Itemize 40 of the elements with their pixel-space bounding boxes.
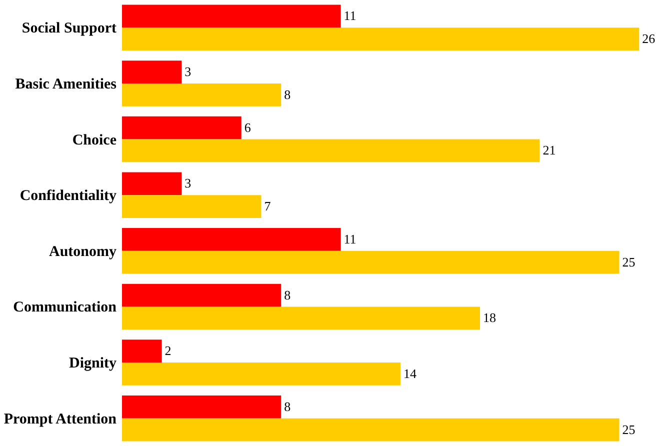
bar [122, 172, 182, 196]
data-label: 21 [542, 142, 556, 158]
y-tick-label: Dignity [68, 356, 117, 372]
data-label: 26 [642, 31, 656, 46]
y-tick-label: Basic Amenities [15, 76, 117, 92]
data-label: 11 [344, 231, 356, 246]
data-label: 8 [284, 86, 291, 102]
data-label: 25 [622, 254, 636, 270]
bar [122, 284, 282, 307]
bar [122, 4, 341, 28]
data-label: 25 [622, 422, 636, 437]
bar [122, 250, 620, 274]
bar [122, 139, 540, 162]
bar [122, 362, 400, 386]
y-tick-label: Autonomy [48, 244, 117, 260]
data-label: 3 [184, 176, 192, 191]
data-label: 6 [244, 120, 252, 135]
y-tick-label: Social Support [22, 20, 116, 37]
bar [122, 395, 282, 418]
bar [122, 306, 480, 330]
bar [122, 60, 182, 84]
bar [122, 228, 341, 251]
bar [122, 340, 162, 363]
data-label: 7 [264, 198, 272, 214]
data-label: 8 [284, 398, 291, 414]
data-label: 8 [284, 287, 291, 302]
bar [122, 116, 242, 140]
bar [122, 28, 640, 51]
bar [122, 418, 620, 442]
y-tick-label: Communication [13, 300, 118, 316]
data-label: 2 [164, 343, 172, 358]
y-tick-label: Choice [72, 132, 117, 148]
y-tick-label: Confidentiality [20, 188, 117, 204]
data-label: 3 [184, 64, 192, 80]
y-tick-label: Prompt Attention [4, 411, 118, 428]
data-label: 18 [483, 310, 496, 326]
data-label: 11 [344, 8, 356, 24]
bar [122, 83, 282, 106]
bar [122, 195, 262, 218]
data-label: 14 [403, 366, 417, 381]
